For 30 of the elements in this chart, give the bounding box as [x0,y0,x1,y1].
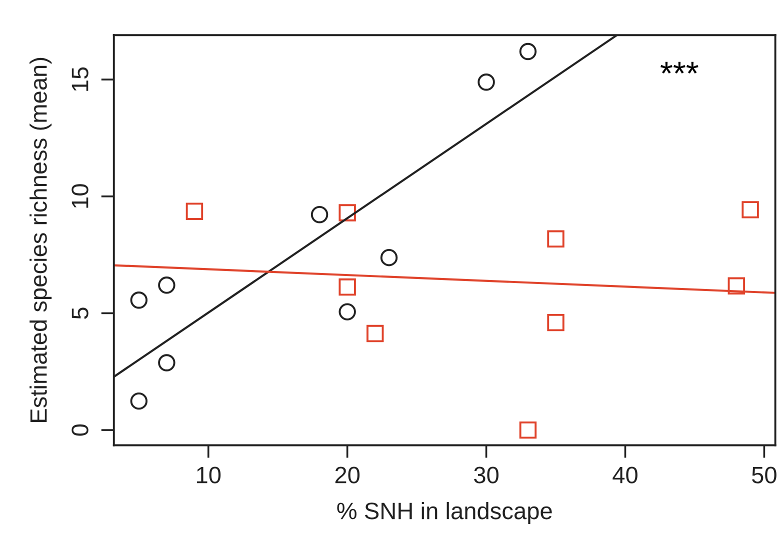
point [158,276,176,294]
point [186,202,204,220]
point [130,392,148,410]
point [547,230,564,248]
y-tick-label: 15 [72,67,88,91]
point [338,278,356,296]
y-tick-label: 5 [72,308,88,319]
point [519,421,537,439]
x-tick-label: 50 [752,466,776,484]
x-axis-title: % SNH in landscape [337,502,552,524]
point [742,201,759,218]
point [158,354,176,372]
x-tick-label: 30 [474,466,498,484]
y-tick-label: 0 [72,424,88,436]
point [338,303,356,320]
point [519,42,537,60]
point [547,314,564,332]
point [338,204,356,222]
x-tick-label: 20 [335,466,360,484]
x-tick-label: 10 [197,466,221,484]
point [380,248,398,266]
point [366,324,384,342]
point [130,292,148,309]
point [310,206,328,224]
y-axis-title: Estimated species richness (mean) [30,58,52,422]
point [728,277,746,294]
annotation: *** [660,62,698,74]
x-tick-label: 40 [612,466,638,484]
y-tick-label: 10 [72,184,88,208]
point [478,73,495,91]
